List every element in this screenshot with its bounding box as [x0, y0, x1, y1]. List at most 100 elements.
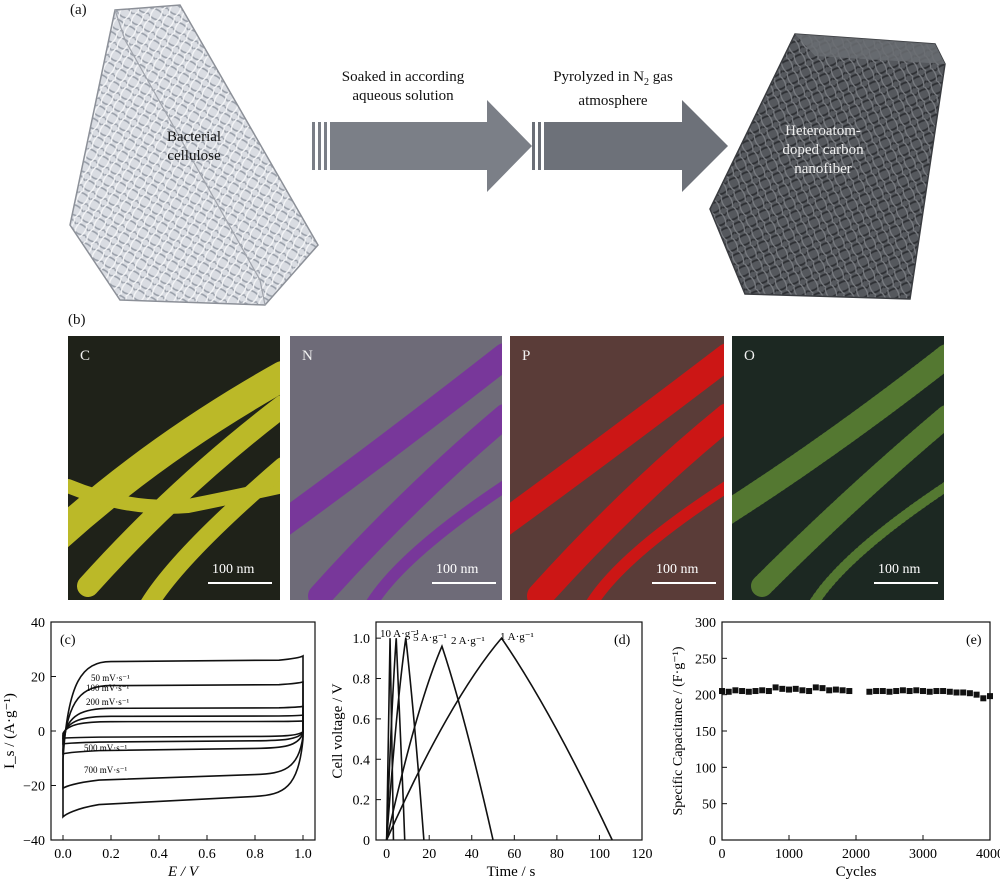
cycling-point [893, 688, 900, 695]
cycling-x-tick-label: 4000 [976, 847, 1000, 862]
cv-y-tick-label: −40 [23, 834, 45, 849]
step1-line2: aqueous solution [352, 88, 454, 104]
cv-y-tick-label: 0 [38, 725, 45, 740]
cycling-y-tick-label: 200 [695, 689, 716, 704]
cycling-x-tick-label: 0 [719, 847, 726, 862]
element-map-p-image [510, 336, 724, 600]
cycling-point [879, 688, 886, 695]
cv-y-tick-label: 40 [31, 616, 45, 631]
cycling-chart-frame [721, 621, 991, 841]
cycling-point [812, 684, 819, 691]
cycling-point [752, 688, 759, 695]
step1-line1: Soaked in according [341, 69, 465, 85]
cycling-point [826, 687, 833, 694]
cycling-point [873, 688, 880, 695]
cv-series-label: 50 mV·s⁻¹ [91, 673, 130, 683]
cycling-point [960, 689, 967, 696]
process-arrow-1 [312, 100, 532, 192]
gcd-y-axis-label: Cell voltage / V [330, 683, 346, 778]
cv-curve [62, 654, 304, 819]
gcd-x-tick-label: 40 [465, 847, 479, 862]
element-map-o-scale-label: 100 nm [878, 562, 921, 577]
cycling-panel-label: (e) [966, 633, 982, 648]
step2-line1-suffix: gas [649, 69, 673, 85]
carbon-nanofiber-block [709, 33, 946, 300]
cycling-point [899, 687, 906, 694]
cv-series-label: 500 mV·s⁻¹ [84, 743, 128, 753]
cycling-x-tick-label: 2000 [842, 847, 870, 862]
gcd-x-tick-label: 0 [383, 847, 390, 862]
gcd-y-tick-label: 0.2 [353, 794, 371, 809]
gcd-x-tick-label: 80 [550, 847, 564, 862]
cycling-point [799, 687, 806, 694]
element-map-p: P 100 nm [510, 336, 724, 600]
cycling-point [906, 688, 913, 695]
gcd-chart-frame [375, 621, 643, 841]
cycling-y-tick-label: 150 [695, 725, 716, 740]
cycling-point [866, 688, 873, 695]
cycling-point [779, 685, 786, 692]
gcd-rate-label: 10 A·g⁻¹ [380, 628, 419, 640]
cv-series-label: 700 mV·s⁻¹ [84, 765, 128, 775]
cycling-point [772, 684, 779, 691]
element-map-p-scale-label: 100 nm [656, 562, 699, 577]
cv-x-tick-label: 0.4 [150, 847, 168, 862]
cycling-y-axis-label: Specific Capacitance / (F·g⁻¹) [671, 646, 686, 815]
element-map-p-symbol: P [522, 348, 531, 364]
element-map-p-scale-bar [652, 582, 716, 584]
cycling-point [732, 687, 739, 694]
gcd-curve [385, 643, 494, 841]
cycling-point [953, 689, 960, 696]
element-map-n-scale-bar [432, 582, 496, 584]
cycling-y-tick-label: 100 [695, 761, 716, 776]
element-map-c-image [68, 336, 280, 600]
cv-x-tick-label: 0.6 [198, 847, 216, 862]
cycling-x-tick-label: 1000 [775, 847, 803, 862]
cycling-point [786, 686, 792, 693]
cycling-point [832, 686, 839, 693]
step2-line2: atmosphere [578, 93, 648, 109]
cycling-point [745, 688, 752, 695]
cycling-point [819, 685, 826, 692]
cv-y-tick-label: −20 [23, 780, 45, 795]
cv-x-axis-label: E / V [167, 864, 200, 880]
carbon-label-line2: doped carbon [782, 142, 864, 158]
step2-line1-prefix: Pyrolyzed in N [553, 69, 645, 85]
cycling-x-axis-label: Cycles [836, 864, 877, 880]
gcd-curve [385, 636, 613, 841]
cycling-point [886, 688, 893, 695]
cv-chart: (c) 40 20 0 −20 −40 0.0 0.2 0.4 0.6 0.8 1.0 50 mV… [2, 616, 316, 880]
carbon-nanofiber-label: Heteroatom- doped carbon nanofiber [768, 122, 878, 179]
gcd-x-tick-label: 100 [589, 847, 610, 862]
cv-y-tick-label: 20 [31, 671, 45, 686]
cv-x-tick-label: 0.2 [102, 847, 120, 862]
cv-x-tick-label: 1.0 [294, 847, 312, 862]
step2-line1-sub: 2 [644, 77, 650, 88]
gcd-x-axis-label: Time / s [487, 864, 536, 880]
element-map-o-image [732, 336, 944, 600]
cv-series-label: 100 mV·s⁻¹ [86, 683, 130, 693]
element-map-n-image [290, 336, 502, 600]
cv-x-tick-label: 0.0 [54, 847, 72, 862]
panel-a-label: (a) [70, 2, 87, 18]
gcd-y-tick-label: 0 [363, 834, 370, 849]
step1-text: Soaked in according aqueous solution [318, 68, 488, 106]
cycling-point [806, 688, 813, 695]
panel-b-label: (b) [68, 312, 86, 328]
carbon-label-line1: Heteroatom- [785, 123, 861, 139]
cycling-y-tick-label: 250 [695, 652, 716, 667]
element-map-n: N 100 nm [290, 336, 502, 600]
bacterial-cellulose-label: Bacterial cellulose [166, 129, 222, 164]
gcd-chart: (d) 0 0.2 0.4 0.6 0.8 1.0 0 20 40 60 80 100 120 10 … [330, 621, 653, 880]
cycling-point [973, 691, 980, 698]
gcd-x-tick-label: 20 [422, 847, 436, 862]
cv-chart-frame [50, 621, 316, 841]
cycling-y-tick-label: 300 [695, 616, 716, 631]
cycling-point [966, 690, 973, 697]
cycling-point [946, 688, 953, 695]
cycling-point [913, 687, 920, 694]
element-map-c-symbol: C [80, 348, 91, 364]
cycling-y-tick-label: 50 [702, 798, 716, 813]
carbon-label-line3: nanofiber [794, 161, 852, 177]
step2-line1: Pyrolyzed in N2 gas [528, 68, 698, 92]
